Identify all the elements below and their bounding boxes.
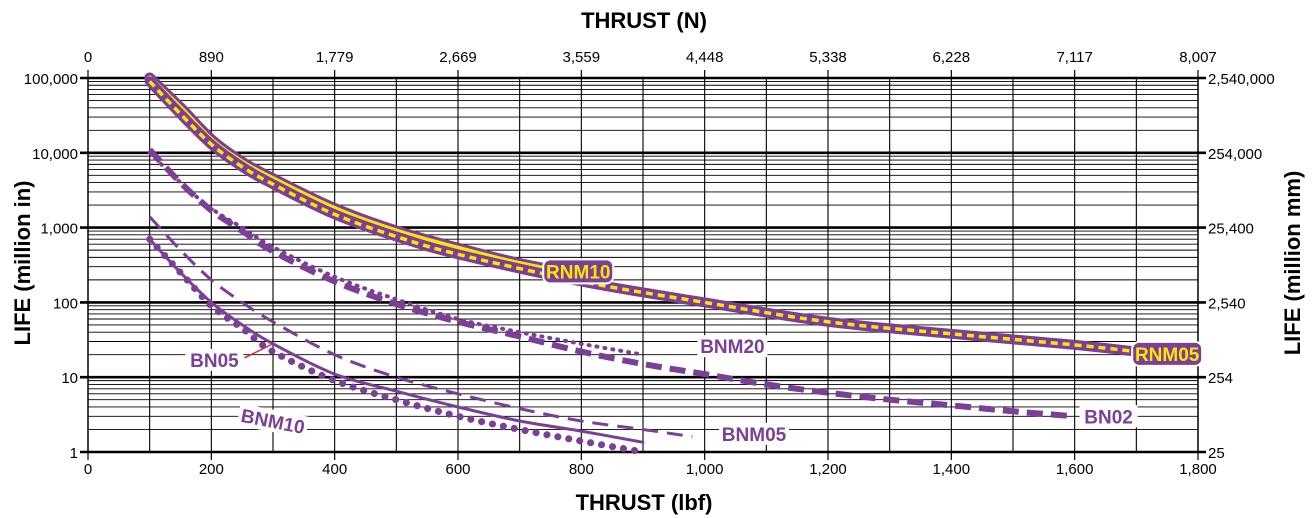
series-bnm05	[148, 215, 693, 439]
series-line	[146, 235, 647, 456]
y-tick-label: 100	[53, 295, 78, 312]
y2-tick-label: 25	[1208, 445, 1225, 462]
x2-tick-label: 1,779	[316, 49, 354, 66]
series-line	[148, 215, 693, 439]
series-label-text: RNM10	[546, 262, 610, 283]
x-axis-title: THRUST (lbf)	[576, 490, 713, 515]
series-bnm10	[146, 235, 647, 456]
series-label-rnm05: RNM05	[1131, 340, 1204, 367]
series-label-bnm05: BNM05	[719, 422, 789, 446]
y2-tick-label: 2,540,000	[1208, 71, 1275, 88]
y2-axis-title: LIFE (million mm)	[1280, 171, 1305, 356]
x2-tick-label: 5,338	[809, 49, 847, 66]
x-tick-label: 800	[569, 461, 594, 478]
x2-tick-label: 6,228	[933, 49, 971, 66]
series-label-text: RNM05	[1135, 345, 1200, 366]
series-label-bn02: BN02	[1079, 405, 1138, 428]
series-bn02	[147, 147, 1075, 420]
series-label-backdrop	[1079, 405, 1138, 428]
x2-tick-label: 4,448	[686, 49, 724, 66]
x2-tick-label: 7,117	[1056, 49, 1092, 66]
series-label-backdrop	[719, 422, 789, 445]
series-label-text: BNM05	[722, 425, 787, 446]
y-tick-label: 100,000	[24, 71, 78, 88]
x-tick-label: 0	[84, 461, 92, 478]
series-label-bnm20: BNM20	[697, 335, 768, 358]
x2-tick-label: 8,007	[1179, 49, 1217, 66]
series-label-bn05: BN05	[185, 348, 244, 372]
x2-tick-label: 2,669	[439, 49, 477, 66]
x-tick-label: 400	[322, 461, 347, 478]
x2-axis-title: THRUST (N)	[581, 8, 707, 33]
tick-labels: 0 0 200 890 400 1,779 600 2,669 800 3,559 1,000 4,4…	[24, 49, 1275, 478]
y-tick-label: 1	[70, 445, 78, 462]
x2-tick-label: 890	[199, 49, 224, 66]
grid	[80, 76, 1206, 454]
series-label-badge	[542, 258, 615, 285]
x2-tick-label: 3,559	[563, 49, 601, 66]
series-label-text: BN05	[190, 351, 239, 372]
series-line	[147, 147, 1075, 420]
bn05-leader-line	[244, 343, 274, 359]
y2-tick-label: 254	[1208, 370, 1233, 387]
x2-tick-label: 0	[84, 49, 92, 66]
x-tick-label: 1,800	[1179, 461, 1217, 478]
x-tick-label: 1,000	[686, 461, 724, 478]
y-tick-label: 1,000	[40, 221, 78, 238]
series-rnm05	[144, 76, 1142, 357]
series-label-text: BN02	[1084, 407, 1133, 428]
series-line-core	[148, 80, 1137, 354]
x-tick-label: 1,200	[809, 461, 847, 478]
y-axis-title: LIFE (million in)	[10, 181, 35, 346]
series-label-backdrop	[236, 403, 310, 439]
y-tick-label: 10	[61, 370, 78, 387]
series-label-badge	[1131, 340, 1204, 367]
x-tick-label: 1,400	[933, 461, 971, 478]
plot-frame	[87, 70, 1199, 460]
x-tick-label: 200	[199, 461, 224, 478]
x-tick-label: 600	[445, 461, 470, 478]
series-lines	[144, 72, 1142, 456]
series-label-backdrop	[697, 335, 768, 358]
series-label-text: BNM20	[700, 337, 764, 358]
series-label-backdrop	[185, 348, 244, 371]
y2-tick-label: 254,000	[1208, 146, 1262, 163]
y2-tick-label: 2,540	[1208, 295, 1246, 312]
x-tick-label: 1,600	[1056, 461, 1094, 478]
y-tick-label: 10,000	[32, 146, 78, 163]
series-label-rnm10: RNM10	[542, 258, 615, 285]
y2-tick-label: 25,400	[1208, 221, 1254, 238]
